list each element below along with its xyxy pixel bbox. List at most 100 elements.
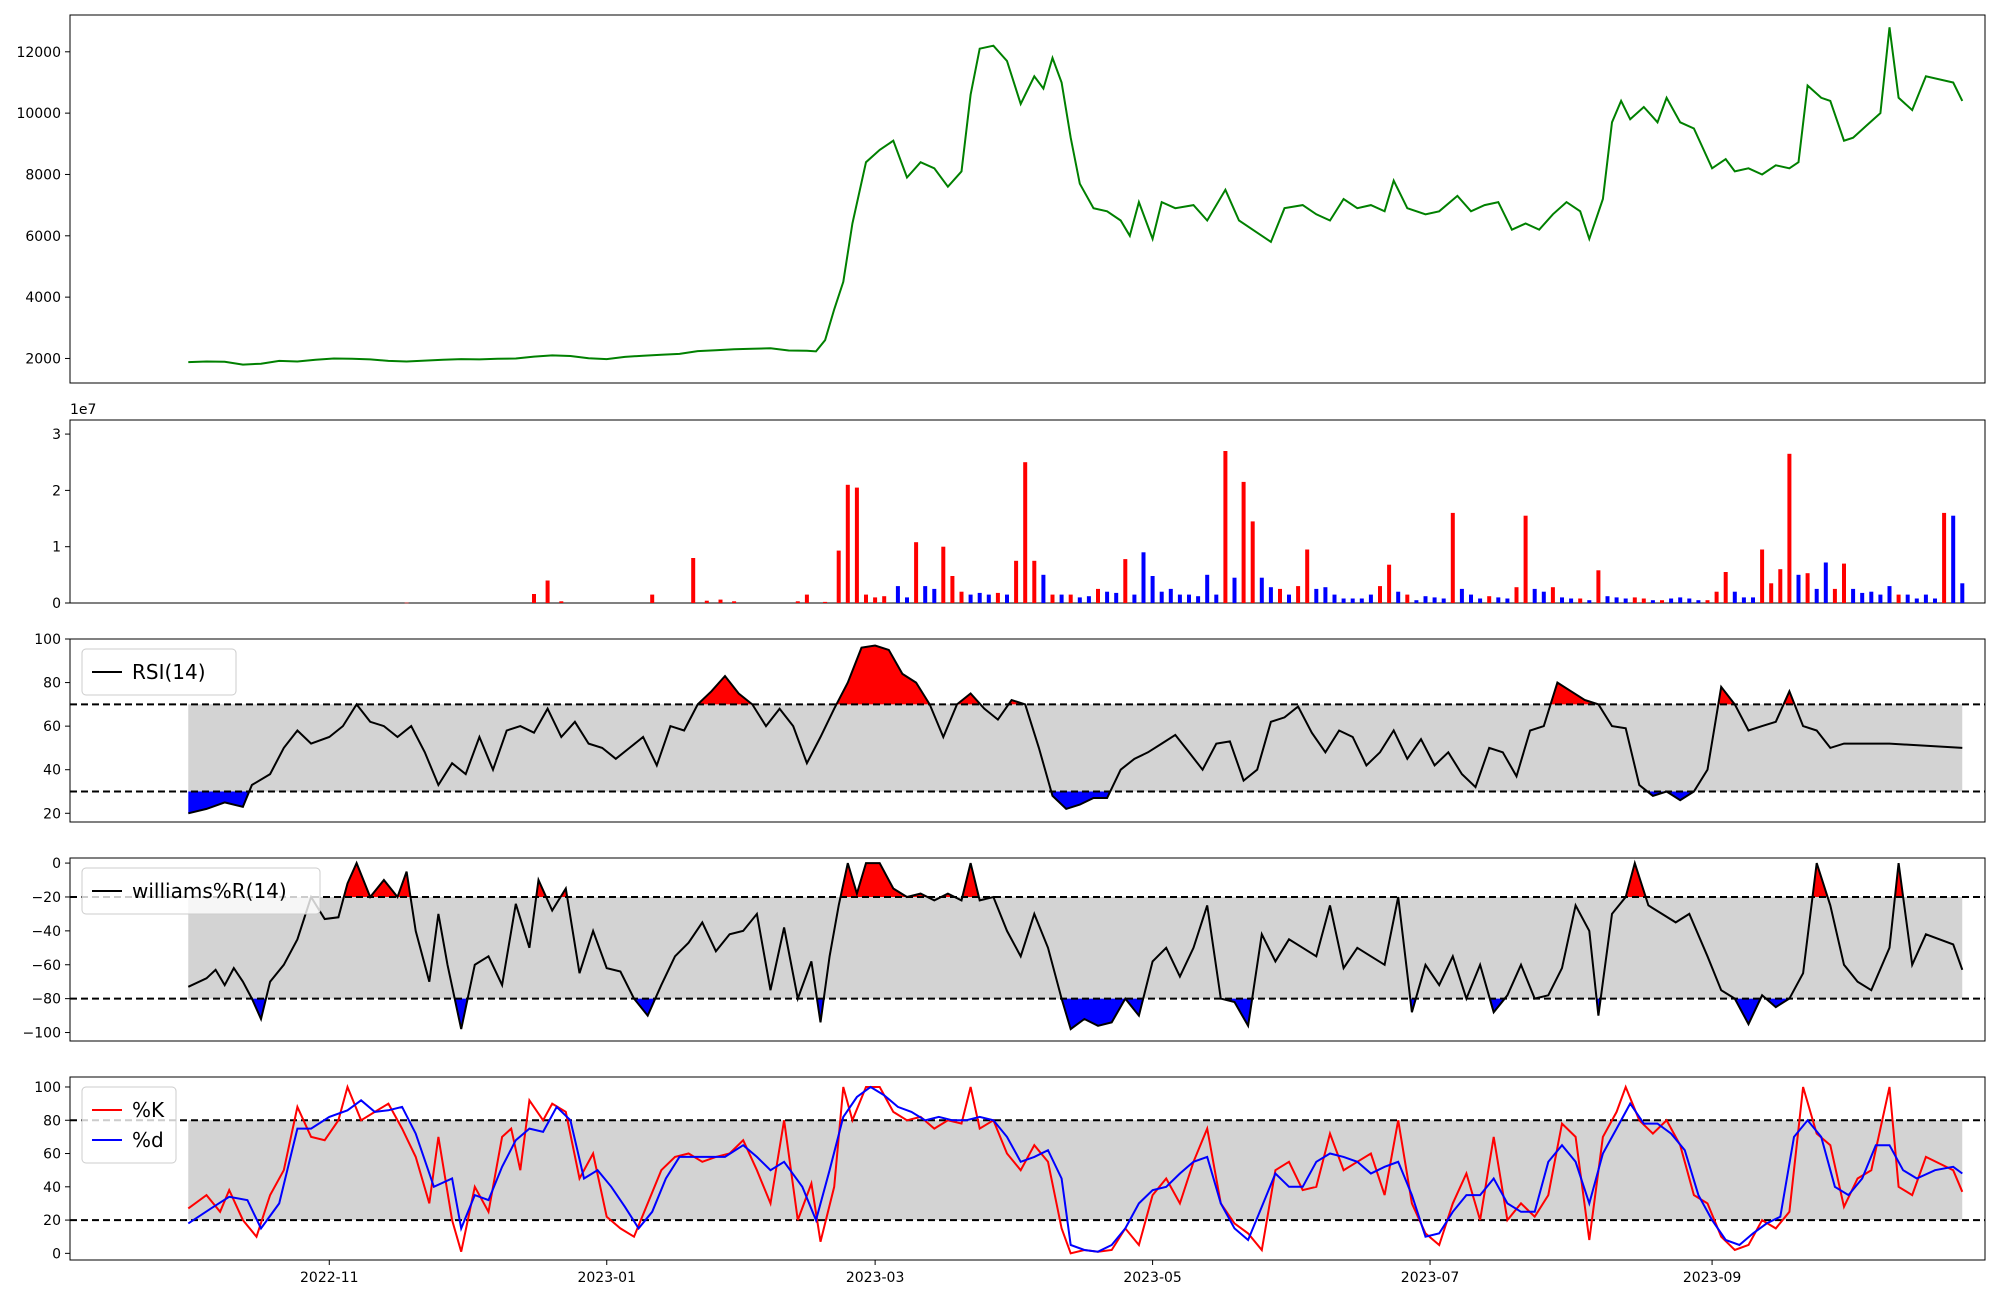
price-frame	[69, 14, 1986, 384]
volume-bar	[882, 596, 887, 603]
rsi-legend-box	[81, 648, 237, 696]
williams-overbought-fill	[1625, 863, 1646, 897]
volume-bar	[1396, 591, 1401, 603]
price-ytick-label: 12000	[16, 45, 61, 61]
volume-bar	[559, 601, 564, 603]
williams-legend-label: williams%R(14)	[132, 879, 287, 903]
volume-bar	[1341, 598, 1346, 603]
volume-bar	[823, 601, 828, 603]
volume-ytick-label: 3	[52, 427, 61, 443]
volume-ytick-label: 2	[52, 483, 61, 499]
price-ytick-label: 6000	[25, 229, 61, 245]
rsi-panel: 20 40 60 80 100 RSI(14)	[34, 632, 1986, 823]
volume-bar	[1387, 564, 1392, 603]
volume-bar	[532, 594, 536, 603]
volume-bar	[1250, 521, 1255, 603]
volume-bar	[1541, 591, 1546, 603]
williams-oversold-fill	[1061, 998, 1144, 1030]
volume-bar	[1487, 596, 1492, 603]
williams-band	[188, 896, 1963, 999]
volume-bar	[1177, 594, 1182, 603]
volume-bar	[986, 594, 991, 603]
stochastic-ytick-label: 0	[52, 1246, 61, 1262]
volume-bar	[1951, 515, 1956, 603]
volume-bar	[923, 586, 928, 603]
x-tick-label: 2023-05	[1123, 1270, 1182, 1286]
volume-bar	[1714, 591, 1719, 603]
volume-bar	[795, 601, 800, 603]
volume-bar	[950, 576, 955, 603]
volume-bar	[1314, 588, 1319, 603]
williams-ytick-label: −20	[31, 890, 61, 906]
williams-ytick-label: −60	[31, 958, 61, 974]
williams-panel: 0 −20 −40 −60 −80 −100 williams%R(14)	[23, 856, 1986, 1042]
volume-bar	[1660, 600, 1664, 603]
stochastic-legend-label: %K	[132, 1098, 165, 1122]
volume-bar	[1505, 598, 1510, 603]
volume-bar	[1268, 587, 1273, 603]
volume-bar	[404, 602, 409, 604]
volume-bar	[804, 594, 809, 603]
volume-bar	[1933, 598, 1937, 603]
williams-frame	[69, 857, 1986, 1042]
volume-bar	[1050, 594, 1055, 603]
volume-bar	[704, 600, 709, 603]
volume-offset-label: 1e7	[70, 402, 96, 418]
price-ytick-label: 4000	[25, 290, 61, 306]
williams-overbought-fill	[962, 863, 979, 897]
x-tick-label: 2023-09	[1683, 1270, 1742, 1286]
volume-bar	[1223, 451, 1228, 603]
volume-bar	[1005, 594, 1009, 603]
volume-bar	[1378, 586, 1382, 603]
volume-bar	[1669, 598, 1674, 603]
volume-bar	[1023, 462, 1028, 603]
volume-bar	[995, 592, 1000, 603]
volume-bar	[691, 558, 696, 603]
volume-bar	[1905, 594, 1910, 603]
volume-ytick-label: 1	[52, 540, 61, 556]
volume-bar	[959, 591, 964, 603]
volume-bar	[1159, 591, 1164, 603]
volume-bar	[1550, 587, 1555, 603]
volume-bar	[1587, 600, 1592, 603]
stochastic-ytick-label: 40	[43, 1180, 61, 1196]
volume-bar	[1214, 594, 1219, 603]
volume-bar	[1960, 583, 1965, 603]
volume-bar	[1496, 597, 1501, 603]
volume-bar	[1705, 600, 1710, 603]
volume-bar	[1305, 549, 1310, 603]
stochastic-d-line	[187, 1085, 1963, 1253]
williams-ytick-label: −100	[23, 1026, 61, 1042]
volume-bar	[968, 594, 973, 603]
volume-bar	[1459, 588, 1464, 603]
volume-bar	[1168, 588, 1173, 603]
volume-bar	[1605, 596, 1610, 603]
volume-bar	[895, 586, 900, 603]
volume-bar	[1687, 598, 1692, 603]
volume-bar	[1578, 598, 1583, 603]
volume-bar	[1096, 588, 1100, 603]
williams-oversold-fill	[1734, 998, 1761, 1025]
stochastic-ytick-label: 100	[34, 1080, 61, 1096]
volume-bar	[545, 580, 550, 603]
price-panel: 2000 4000 6000 8000 10000 12000	[16, 14, 1986, 384]
volume-bar	[1232, 577, 1237, 603]
volume-bar	[1014, 560, 1019, 603]
volume-bar	[1741, 597, 1746, 603]
volume-bar	[1405, 594, 1410, 603]
price-ytick-label: 2000	[25, 351, 61, 367]
price-ytick-label: 8000	[25, 167, 61, 183]
volume-bar	[1896, 594, 1901, 603]
volume-bar	[1432, 597, 1437, 603]
williams-overbought-fill	[343, 863, 411, 897]
williams-legend-box	[81, 867, 321, 915]
volume-bar	[873, 597, 878, 603]
volume-bar	[1441, 598, 1446, 603]
volume-bar	[718, 599, 723, 603]
volume-bar	[1359, 598, 1364, 603]
volume-bar	[1632, 597, 1637, 603]
volume-bar	[1086, 596, 1091, 603]
volume-bar	[1114, 592, 1119, 603]
stochastic-ytick-label: 60	[43, 1147, 61, 1163]
